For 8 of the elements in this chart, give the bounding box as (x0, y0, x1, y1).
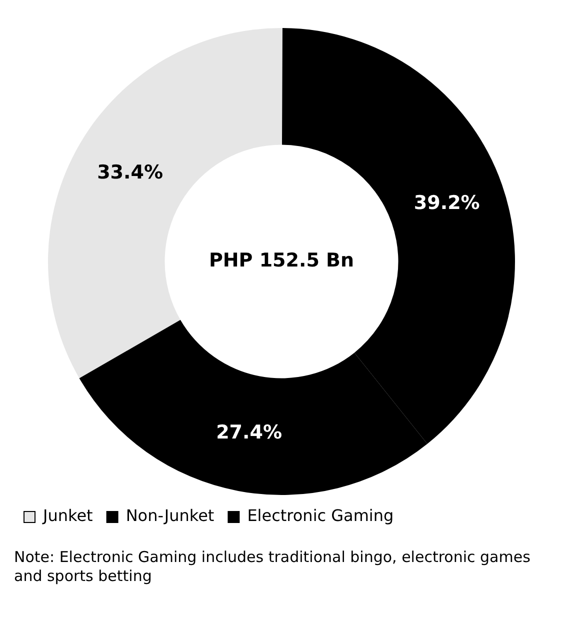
text: Note: Electronic Gaming includes traditional bingo, electronic games and sports betting (14, 548, 532, 586)
legend-label: Junket (42, 506, 93, 526)
legend-label: Electronic Gaming (247, 506, 394, 526)
legend-label: Non-Junket (126, 506, 214, 526)
text: PHP 152.5 Bn (208, 249, 354, 272)
data-label: 27.4% (216, 422, 282, 444)
data-label: 39.2% (414, 192, 480, 214)
data-label: 33.4% (97, 162, 163, 184)
